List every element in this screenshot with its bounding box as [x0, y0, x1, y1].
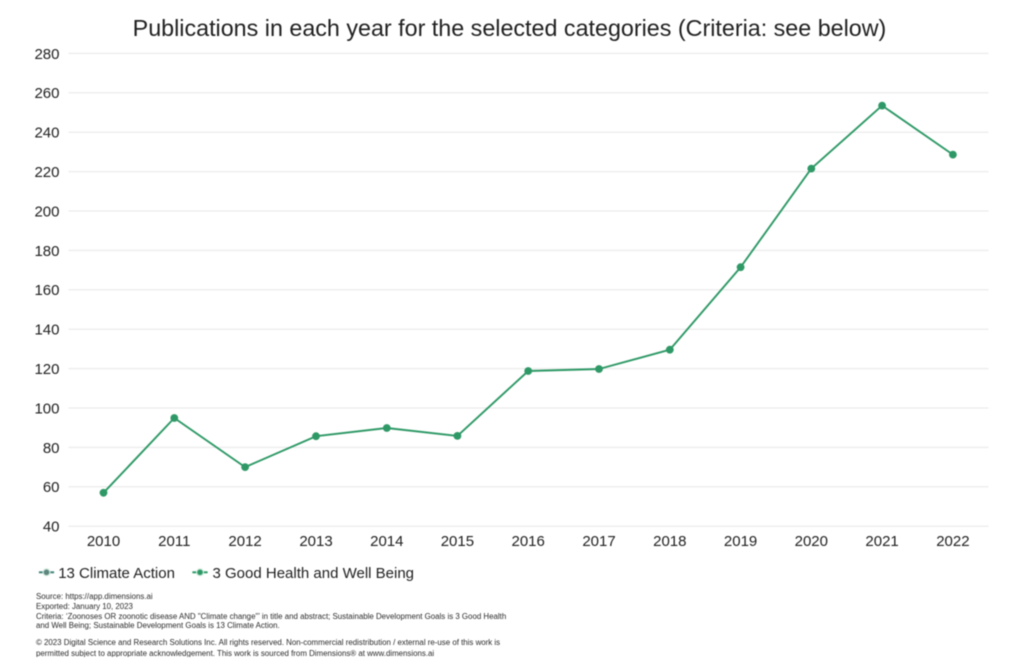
svg-text:40: 40	[43, 519, 60, 536]
svg-text:2011: 2011	[158, 533, 190, 550]
svg-text:2018: 2018	[653, 533, 686, 550]
svg-text:2016: 2016	[512, 533, 545, 550]
svg-text:2014: 2014	[370, 533, 403, 550]
svg-text:280: 280	[34, 46, 59, 63]
svg-text:13 Climate Action: 13 Climate Action	[58, 565, 175, 582]
svg-text:2021: 2021	[865, 533, 898, 550]
svg-text:140: 140	[34, 322, 59, 339]
svg-text:240: 240	[34, 125, 59, 142]
svg-text:260: 260	[34, 85, 59, 102]
svg-text:160: 160	[34, 282, 59, 299]
svg-text:2019: 2019	[724, 533, 757, 550]
svg-text:2015: 2015	[441, 533, 474, 550]
svg-text:120: 120	[34, 361, 59, 378]
svg-text:220: 220	[34, 164, 59, 181]
svg-text:60: 60	[43, 479, 60, 496]
svg-text:180: 180	[34, 243, 59, 260]
svg-text:2022: 2022	[936, 533, 969, 550]
svg-text:2013: 2013	[299, 533, 332, 550]
svg-text:2017: 2017	[582, 533, 615, 550]
svg-text:2012: 2012	[228, 533, 261, 550]
svg-text:200: 200	[34, 203, 59, 220]
svg-text:100: 100	[34, 400, 59, 417]
svg-text:2020: 2020	[795, 533, 828, 550]
svg-text:2010: 2010	[87, 533, 120, 550]
svg-text:80: 80	[43, 440, 60, 457]
svg-text:3 Good Health and Well Being: 3 Good Health and Well Being	[213, 565, 415, 582]
